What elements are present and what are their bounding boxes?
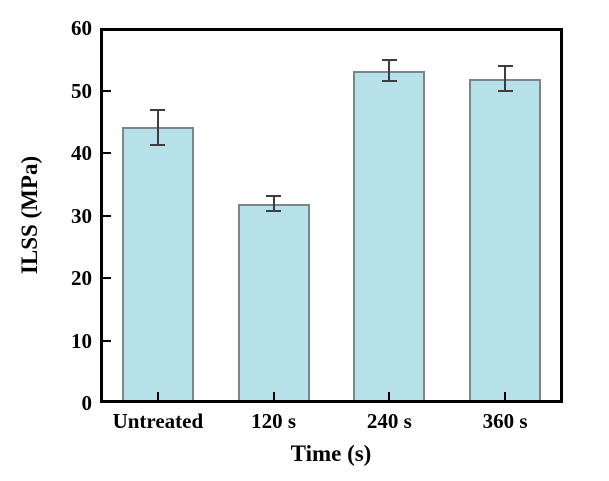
x-axis-tick-label: 120 s [251,409,297,433]
error-bar-line [156,109,159,145]
y-axis-tick [103,89,111,92]
y-axis-tick-label: 0 [81,391,93,415]
error-bar-cap [266,210,282,213]
y-axis-tick [103,277,111,279]
x-axis-tick-label: 360 s [482,409,528,433]
bar-360-s [469,78,542,403]
error-bar-cap [381,80,397,83]
x-axis-tick [388,392,391,400]
bar-120-s [237,203,310,403]
error-bar-line [388,59,391,82]
bar-untreated [121,127,194,403]
error-bar-cap [497,90,513,93]
y-axis-tick [103,214,111,217]
y-axis-tick [103,28,111,30]
y-axis-tick-label: 60 [71,16,92,40]
y-axis-tick-label: 50 [71,78,92,103]
error-bar-cap [266,195,282,198]
error-bar-line [504,66,507,92]
plot-area [100,28,563,403]
y-axis-tick-label: 10 [71,328,92,353]
y-axis-tick-label: 30 [71,203,92,228]
x-axis-tick [504,392,507,400]
x-axis-tick [272,392,275,400]
bar-240-s [353,70,426,403]
error-bar-cap [381,58,397,61]
y-axis-tick [103,401,111,403]
error-bar-cap [150,143,166,146]
y-axis-tick-label: 20 [71,266,92,290]
x-axis-tick-label: 240 s [366,409,412,433]
x-axis-title: Time (s) [290,441,372,466]
error-bar-line [272,196,275,212]
error-bar-cap [150,108,166,111]
y-axis-tick [103,339,111,342]
y-axis-tick-label: 40 [71,141,92,165]
x-axis-tick-label: Untreated [112,409,204,433]
y-axis-tick [103,152,111,154]
x-axis-tick [156,392,159,400]
error-bar-cap [497,65,513,68]
